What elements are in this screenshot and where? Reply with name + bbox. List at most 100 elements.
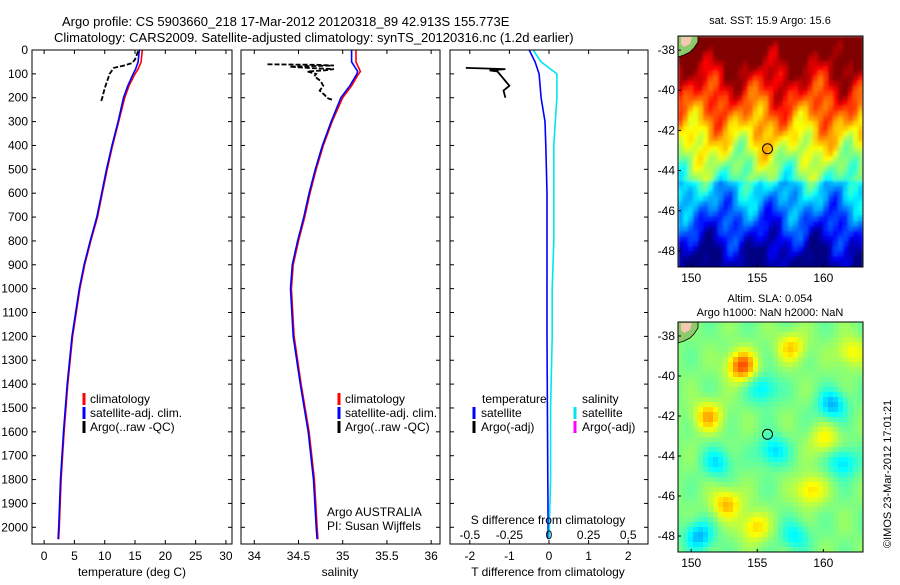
sst-cell (743, 141, 749, 147)
sst-cell (768, 116, 774, 122)
sst-cell (813, 121, 819, 127)
sla-cell (823, 512, 829, 518)
sla-cell (813, 347, 819, 353)
sla-cell (793, 377, 799, 383)
sst-cell (768, 216, 774, 222)
sla-cell (723, 337, 729, 343)
sla-cell (763, 352, 769, 358)
sst-cell (833, 111, 839, 117)
sst-cell (818, 221, 824, 227)
sla-cell (848, 482, 854, 488)
sla-cell (718, 347, 724, 353)
sla-cell (818, 417, 824, 423)
sst-cell (848, 136, 854, 142)
sla-cell (713, 512, 719, 518)
sst-cell (808, 71, 814, 77)
x-tick-label: 10 (98, 549, 112, 563)
sst-cell (803, 141, 809, 147)
sst-cell (853, 51, 859, 57)
sst-cell (693, 221, 699, 227)
sst-cell (708, 216, 714, 222)
sla-cell (838, 497, 844, 503)
sla-cell (848, 547, 854, 552)
sst-cell (698, 146, 704, 152)
sst-cell (693, 156, 699, 162)
sla-cell (758, 342, 764, 348)
sla-cell (783, 342, 789, 348)
sla-cell (823, 382, 829, 388)
sla-cell (858, 442, 863, 448)
sla-cell (698, 537, 704, 543)
sla-cell (773, 347, 779, 353)
sla-cell (783, 382, 789, 388)
sla-cell (708, 482, 714, 488)
sst-cell (783, 261, 789, 267)
sst-cell (748, 171, 754, 177)
sst-cell (728, 196, 734, 202)
sst-cell (718, 36, 724, 42)
sst-cell (723, 186, 729, 192)
sla-cell (723, 537, 729, 543)
sla-cell (723, 377, 729, 383)
sst-cell (798, 251, 804, 257)
sst-cell (703, 121, 709, 127)
sst-cell (838, 146, 844, 152)
sla-cell (768, 542, 774, 548)
sla-cell (823, 482, 829, 488)
sst-cell (748, 256, 754, 262)
sla-cell (703, 487, 709, 493)
sla-cell (693, 397, 699, 403)
sst-cell (763, 241, 769, 247)
sla-cell (748, 497, 754, 503)
sla-cell (693, 442, 699, 448)
sla-cell (813, 362, 819, 368)
sla-cell (803, 382, 809, 388)
sst-cell (763, 181, 769, 187)
sla-cell (813, 467, 819, 473)
sla-cell (823, 327, 829, 333)
sla-cell (813, 547, 819, 552)
legend-label-temp-argo: Argo(-adj) (481, 420, 534, 434)
sla-cell (798, 452, 804, 458)
sla-cell (683, 477, 689, 483)
sst-cell (838, 86, 844, 92)
x-tick-label: 0 (546, 549, 553, 563)
sla-cell (843, 547, 849, 552)
sst-cell (758, 116, 764, 122)
sst-cell (848, 106, 854, 112)
sst-cell (688, 111, 694, 117)
sst-cell (728, 131, 734, 137)
sla-cell (748, 507, 754, 513)
sst-cell (693, 116, 699, 122)
sst-cell (843, 101, 849, 107)
sst-cell (758, 181, 764, 187)
sst-cell (683, 176, 689, 182)
sla-cell (763, 327, 769, 333)
sla-cell (808, 397, 814, 403)
sla-cell (768, 487, 774, 493)
sst-cell (728, 236, 734, 242)
sst-cell (723, 216, 729, 222)
sst-cell (753, 191, 759, 197)
sst-cell (853, 126, 859, 132)
sst-cell (828, 66, 834, 72)
sst-cell (748, 241, 754, 247)
sla-cell (723, 382, 729, 388)
sst-cell (748, 126, 754, 132)
sla-cell (818, 452, 824, 458)
sla-cell (698, 462, 704, 468)
sla-cell (858, 537, 863, 543)
sst-cell (813, 216, 819, 222)
sst-cell (768, 91, 774, 97)
sst-cell (798, 261, 804, 267)
sla-cell (823, 437, 829, 443)
sst-cell (803, 191, 809, 197)
sla-cell (708, 387, 714, 393)
sla-cell (738, 497, 744, 503)
sla-cell (688, 487, 694, 493)
sst-cell (783, 116, 789, 122)
sst-cell (768, 46, 774, 52)
sst-cell (808, 256, 814, 262)
sst-cell (743, 206, 749, 212)
sla-cell (728, 362, 734, 368)
